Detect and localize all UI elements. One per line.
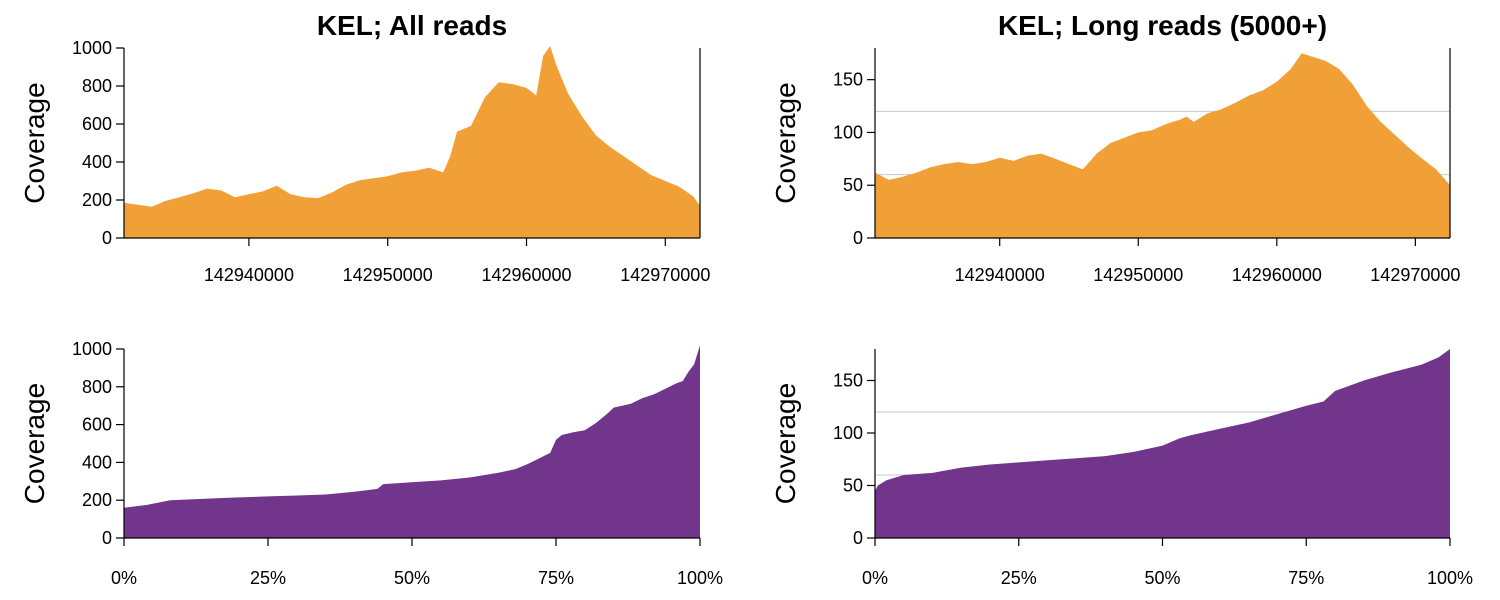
y-tick-label: 150 — [833, 371, 863, 391]
y-tick-label: 100 — [833, 423, 863, 443]
y-tick-label: 800 — [82, 377, 112, 397]
y-tick-label: 0 — [853, 528, 863, 548]
x-tick-label: 142970000 — [1370, 265, 1460, 285]
coverage-area — [124, 345, 700, 538]
y-tick-label: 0 — [102, 228, 112, 248]
panel-long-reads-cumulative: 0 50 100 150 0% 25% 50% 75% 100% Coverage — [770, 349, 1473, 588]
x-tick-label: 50% — [1144, 568, 1180, 588]
x-tick-label: 25% — [250, 568, 286, 588]
y-tick-label: 50 — [843, 175, 863, 195]
x-tick-label: 0% — [111, 568, 137, 588]
y-tick-label: 50 — [843, 476, 863, 496]
x-tick-label: 142950000 — [1093, 265, 1183, 285]
y-axis-label: Coverage — [770, 82, 801, 203]
panel-long-reads-position: 0 50 100 150 142940000 142950000 142960000 1429… — [770, 10, 1460, 285]
x-tick-label: 142960000 — [1232, 265, 1322, 285]
x-tick-label: 100% — [677, 568, 723, 588]
x-tick-label: 0% — [862, 568, 888, 588]
y-tick-label: 1000 — [72, 339, 112, 359]
y-tick-label: 600 — [82, 415, 112, 435]
chart-title: KEL; Long reads (5000+) — [998, 10, 1327, 41]
y-tick-label: 200 — [82, 490, 112, 510]
x-tick-label: 75% — [1288, 568, 1324, 588]
y-tick-label: 800 — [82, 76, 112, 96]
y-tick-label: 200 — [82, 190, 112, 210]
y-tick-label: 1000 — [72, 38, 112, 58]
x-tick-label: 100% — [1427, 568, 1473, 588]
coverage-area — [875, 53, 1450, 238]
y-axis-label: Coverage — [770, 383, 801, 504]
y-tick-label: 0 — [102, 528, 112, 548]
panel-all-reads-position: 0 200 400 600 800 1000 142940000 142950000 14296… — [19, 10, 710, 285]
y-tick-label: 400 — [82, 452, 112, 472]
x-tick-label: 142970000 — [620, 265, 710, 285]
y-axis-label: Coverage — [19, 383, 50, 504]
y-tick-label: 100 — [833, 122, 863, 142]
chart-title: KEL; All reads — [317, 10, 507, 41]
y-axis-label: Coverage — [19, 82, 50, 203]
x-tick-label: 50% — [394, 568, 430, 588]
x-tick-label: 142940000 — [955, 265, 1045, 285]
coverage-area — [124, 46, 700, 238]
coverage-area — [875, 349, 1450, 538]
x-tick-label: 25% — [1001, 568, 1037, 588]
x-tick-label: 142940000 — [204, 265, 294, 285]
x-tick-label: 75% — [538, 568, 574, 588]
y-tick-label: 0 — [853, 228, 863, 248]
x-tick-label: 142960000 — [481, 265, 571, 285]
y-tick-label: 600 — [82, 114, 112, 134]
y-tick-label: 400 — [82, 152, 112, 172]
y-tick-label: 150 — [833, 70, 863, 90]
x-tick-label: 142950000 — [343, 265, 433, 285]
panel-all-reads-cumulative: 0 200 400 600 800 1000 0% 25% 50% 75% 100% Coverage — [19, 339, 723, 588]
